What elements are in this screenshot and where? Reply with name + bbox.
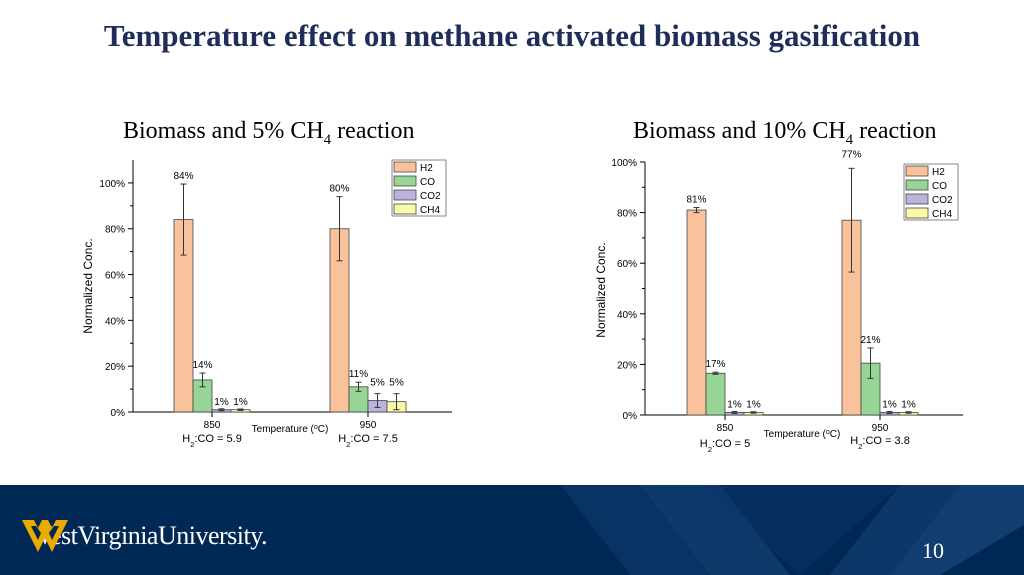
chart-2-category-note: H2:CO = 3.8 [850,435,910,451]
chart-1-y-tick-label: 40% [105,316,125,327]
chart-2-data-label: 1% [727,399,742,410]
chart-2-legend-swatch-co2 [905,193,929,205]
chart-2-y-tick-label: 0% [623,411,638,422]
chart-2-y-tick-label: 80% [617,209,637,220]
chart-2-legend-swatch-h2 [905,165,929,177]
chart-2-subtitle-sub: 4 [845,131,854,148]
chart-2-data-label: 1% [901,400,916,411]
chart-2-y-tick-label: 20% [617,360,637,371]
chart-1-y-tick-label: 20% [105,362,125,373]
wvu-flying-wv-icon [22,520,68,552]
chart-1-subtitle: Biomass and 5% CH4 reaction [123,118,414,149]
chart-1-subtitle-suffix: reaction [331,118,415,144]
chart-2-data-label: 1% [746,400,761,411]
chart-1-data-label: 1% [233,397,248,408]
chart-2-x-tick-label: 950 [872,423,889,434]
chart-2-subtitle-prefix: Biomass and 10% CH [633,118,846,144]
chart-1-y-tick-label: 80% [105,225,125,236]
chart-2-y-tick-label: 60% [617,259,637,270]
chart-1-legend-swatch-ch4 [393,203,417,215]
chart-1-y-tick-label: 60% [105,271,125,282]
chart-1-x-axis-label: Temperature (oC) [252,424,329,436]
chart-1-data-label: 11% [349,369,368,380]
chart-2-legend-swatch-co [905,179,929,191]
chart-right: 0% 20% 40% 60% 80% 100% Normalized Conc. 81% 77%… [594,149,963,454]
chart-1-y-axis-label: Normalized Conc. [81,238,95,333]
chart-1-data-label: 1% [214,397,229,408]
chart-1-legend-label: CO2 [420,191,441,202]
chart-2-subtitle-suffix: reaction [853,118,937,144]
chart-2-category-note: H2:CO = 5 [700,438,750,454]
page-number: 10 [922,538,944,563]
chart-1-x-tick-label: 850 [204,420,221,431]
chart-2-legend-label: H2 [932,167,945,178]
chart-1-legend-label: CH4 [420,205,440,216]
chart-1-data-label: 5% [389,378,404,389]
chart-1-data-label: 84% [173,171,193,182]
chart-1-subtitle-sub: 4 [323,131,332,148]
chart-1-data-label: 14% [192,360,212,371]
chart-2-legend-label: CO [932,181,947,192]
chart-1-legend-label: CO [420,177,435,188]
chart-2-data-label: 1% [882,399,897,410]
chart-1-y-tick-label: 0% [111,408,126,419]
chart-2-data-label: 17% [705,359,725,370]
chart-2-data-label: 77% [841,149,861,160]
chart-1-legend-swatch-co2 [393,189,417,201]
chart-1-data-label: 5% [370,378,385,389]
chart-2-bar-h2 [686,209,707,416]
chart-2-data-label: 21% [860,335,880,346]
chart-2-y-tick-label: 40% [617,310,637,321]
chart-2-data-label: 81% [686,195,706,206]
chart-2-bar-co [705,372,726,416]
chart-2-legend-label: CO2 [932,195,953,206]
chart-2-y-axis-label: Normalized Conc. [594,242,608,337]
chart-2-y-tick-label: 100% [611,158,637,169]
chart-1-legend-swatch-h2 [393,161,417,173]
chart-left: 0% 20% 40% 60% 80% 100% Normalized Conc. 84% 80%… [81,159,452,449]
footer-bar: WestVirginiaUniversity. 10 [0,485,1024,575]
chart-1-x-tick-label: 950 [360,420,377,431]
chart-1-category-note: H2:CO = 5.9 [182,433,242,449]
chart-1-category-note: H2:CO = 7.5 [338,433,398,449]
chart-1-legend-label: H2 [420,163,433,174]
wvu-logo[interactable]: WestVirginiaUniversity. [22,518,268,554]
chart-1-legend-swatch-co [393,175,417,187]
wvu-logo-text: WestVirginiaUniversity. [28,521,268,550]
chart-1-data-label: 80% [329,184,349,195]
chart-1-subtitle-prefix: Biomass and 5% CH [123,118,324,144]
chart-1-y-tick-label: 100% [99,179,125,190]
chart-2-legend-label: CH4 [932,209,952,220]
chart-2-x-axis-label: Temperature (oC) [764,429,841,441]
chart-2-x-tick-label: 850 [717,423,734,434]
chart-2-legend-swatch-ch4 [905,207,929,219]
slide-title: Temperature effect on methane activated … [103,18,921,53]
chart-2-subtitle: Biomass and 10% CH4 reaction [633,118,936,149]
footer-chevron-pattern [560,485,1024,575]
